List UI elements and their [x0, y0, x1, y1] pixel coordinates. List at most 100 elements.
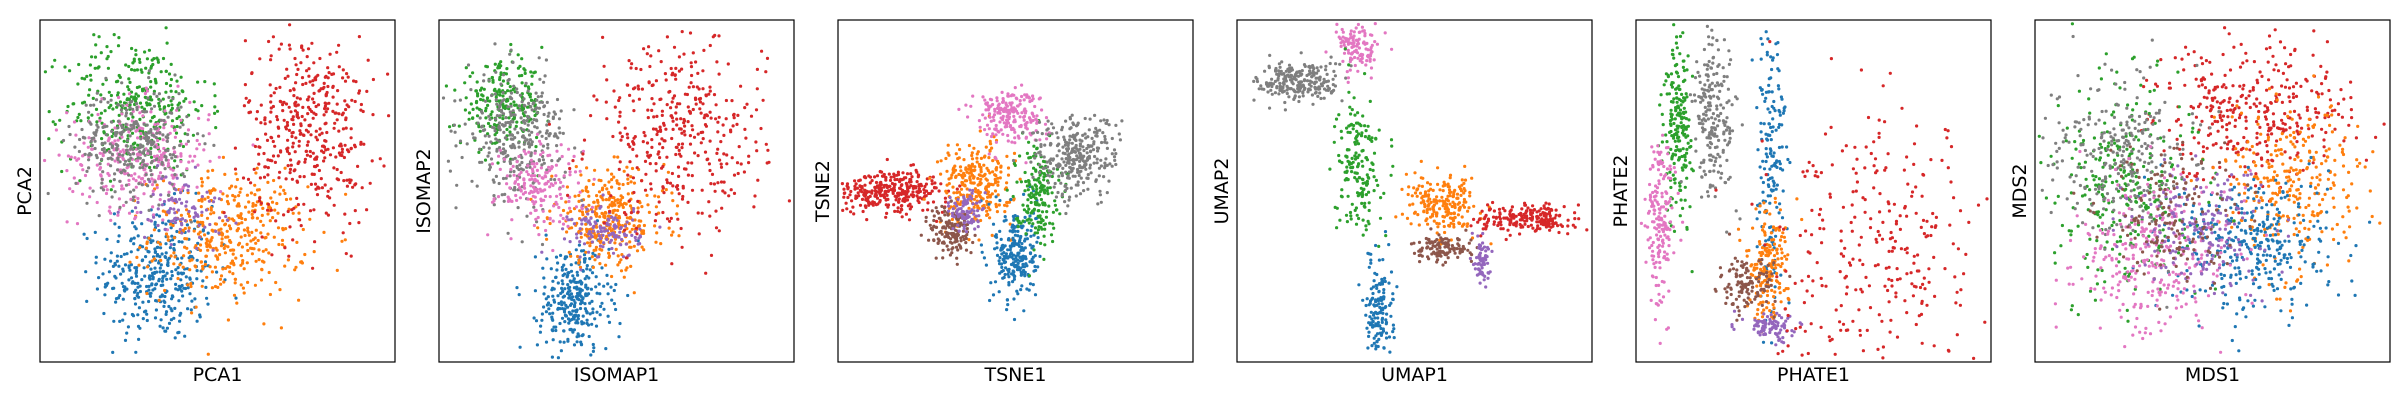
isomap-point — [463, 122, 467, 126]
pca-point — [359, 102, 363, 107]
isomap-point — [709, 182, 713, 186]
isomap-point — [581, 152, 585, 156]
isomap-point — [659, 242, 663, 246]
tsne-point — [893, 194, 897, 198]
isomap-point — [662, 121, 666, 125]
pca-point — [92, 33, 96, 37]
pca-point — [344, 126, 348, 130]
isomap-point — [585, 287, 590, 291]
pca-point — [173, 159, 177, 163]
pca-point — [219, 244, 224, 248]
tsne-point — [1028, 282, 1033, 286]
pca-point — [100, 177, 104, 181]
pca-point — [244, 96, 248, 100]
pca-point — [269, 135, 273, 139]
pca-point — [127, 88, 131, 92]
pca-point — [250, 230, 254, 234]
pca-point — [124, 114, 128, 118]
pca-point — [133, 302, 138, 306]
pca-point — [113, 274, 117, 278]
isomap-point — [677, 192, 681, 196]
tsne-point — [976, 204, 980, 208]
pca-point — [179, 105, 183, 109]
pca-point — [224, 214, 228, 219]
pca-point — [359, 140, 363, 144]
pca-point — [181, 172, 185, 176]
isomap-point — [764, 70, 768, 74]
isomap-point — [494, 174, 498, 178]
tsne-point — [998, 229, 1002, 233]
pca-point — [211, 248, 215, 252]
pca-point — [242, 104, 246, 108]
isomap-point — [610, 204, 615, 208]
pca-point — [162, 118, 166, 123]
tsne-point — [867, 174, 871, 178]
isomap-point — [630, 233, 634, 237]
pca-point — [344, 192, 348, 196]
isomap-point — [539, 189, 543, 193]
isomap-point — [688, 134, 693, 138]
isomap-point — [508, 95, 512, 99]
isomap-point — [498, 128, 502, 132]
isomap-point — [522, 181, 527, 185]
pca-point — [198, 230, 202, 234]
isomap-point — [620, 203, 624, 207]
isomap-point — [505, 182, 509, 186]
pca-point — [169, 254, 173, 258]
pca-point — [309, 133, 313, 137]
pca-point — [116, 44, 121, 48]
pca-point — [66, 154, 70, 158]
pca-point — [179, 191, 183, 195]
pca-point — [264, 248, 268, 252]
pca-point — [169, 226, 173, 230]
isomap-point — [707, 162, 712, 166]
tsne-point — [841, 208, 845, 212]
tsne-point — [886, 189, 891, 193]
pca-point — [231, 261, 236, 265]
tsne-point — [899, 207, 904, 211]
tsne-point — [865, 218, 869, 222]
tsne-point — [976, 189, 980, 193]
isomap-point — [619, 198, 623, 202]
pca-point — [287, 152, 291, 156]
pca-point — [136, 200, 140, 204]
isomap-point — [636, 210, 640, 214]
pca-point — [362, 142, 366, 146]
pca-point — [365, 89, 369, 93]
pca-point — [166, 164, 170, 168]
isomap-point — [482, 73, 486, 77]
tsne-point — [921, 208, 925, 212]
isomap-point — [630, 62, 634, 66]
isomap-point — [631, 176, 636, 180]
tsne-point — [972, 146, 976, 150]
isomap-point — [465, 142, 469, 146]
pca-point — [329, 187, 333, 191]
isomap-point — [623, 224, 628, 228]
pca-point — [331, 146, 335, 150]
tsne-point — [915, 180, 919, 184]
isomap-point — [612, 196, 616, 200]
pca-point — [164, 135, 168, 139]
pca-point — [107, 136, 111, 140]
isomap-point — [578, 255, 582, 259]
pca-point — [51, 120, 55, 124]
tsne-point — [858, 203, 863, 207]
tsne-point — [945, 169, 949, 173]
pca-point — [188, 154, 192, 158]
isomap-point — [708, 85, 712, 89]
isomap-point — [677, 234, 681, 238]
isomap-point — [643, 188, 648, 192]
isomap-point — [613, 241, 617, 245]
pca-point — [185, 208, 189, 212]
pca-point — [80, 163, 84, 167]
pca-point — [259, 219, 263, 223]
isomap-point — [612, 89, 616, 93]
tsne-point — [859, 189, 863, 193]
pca-point — [218, 277, 223, 281]
pca-point — [151, 239, 155, 243]
pca-point — [344, 107, 348, 112]
isomap-point — [590, 322, 594, 326]
tsne-point — [996, 183, 1000, 187]
isomap-point — [579, 231, 583, 236]
isomap-point — [602, 241, 606, 245]
